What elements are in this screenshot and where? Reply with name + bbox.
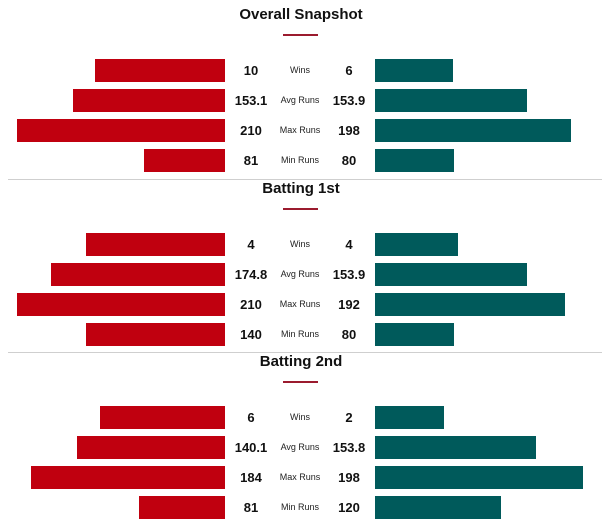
metric-label: Max Runs [279,472,321,482]
left-team-value: 210 [240,123,262,138]
left-team-bar [17,119,225,142]
right-team-value: 153.9 [332,93,366,108]
left-team-value: 81 [243,153,259,168]
right-team-bar [375,466,583,489]
left-team-value: 4 [247,237,255,252]
title-underline [283,381,318,383]
stat-row-wins: 4 Wins 4 [0,233,602,256]
right-team-bar [375,496,501,519]
section-divider [8,179,602,180]
metric-label: Min Runs [280,502,319,512]
left-team-bar [100,406,225,429]
right-team-bar [375,323,454,346]
right-team-value: 80 [341,327,357,342]
left-team-bar [73,89,225,112]
right-team-value: 120 [338,500,360,515]
stat-row-avg-runs: 153.1 Avg Runs 153.9 [0,89,602,112]
metric-label: Avg Runs [280,269,320,279]
left-team-value: 6 [247,410,255,425]
section-batting-2nd: Batting 2nd 6 Wins 2 140.1 Avg Runs 153.… [0,352,602,532]
right-team-bar [375,406,444,429]
right-team-value: 4 [345,237,353,252]
right-team-bar [375,233,458,256]
section-overall-snapshot: Overall Snapshot 10 Wins 6 153.1 Avg Run… [0,0,602,178]
stat-row-wins: 10 Wins 6 [0,59,602,82]
stat-row-wins: 6 Wins 2 [0,406,602,429]
left-team-value: 140.1 [234,440,268,455]
stat-row-max-runs: 210 Max Runs 198 [0,119,602,142]
section-divider [8,352,602,353]
left-team-value: 210 [240,297,262,312]
metric-label: Min Runs [280,329,319,339]
right-team-bar [375,89,527,112]
metric-label: Wins [290,65,310,75]
stat-row-max-runs: 184 Max Runs 198 [0,466,602,489]
stat-row-min-runs: 140 Min Runs 80 [0,323,602,346]
right-team-value: 80 [341,153,357,168]
stat-row-max-runs: 210 Max Runs 192 [0,293,602,316]
metric-label: Avg Runs [280,442,320,452]
right-team-value: 6 [345,63,353,78]
right-team-bar [375,436,536,459]
section-title: Batting 1st [262,180,340,197]
left-team-value: 184 [240,470,262,485]
metric-label: Max Runs [279,125,321,135]
right-team-bar [375,59,453,82]
right-team-bar [375,293,565,316]
left-team-value: 174.8 [234,267,268,282]
left-team-value: 153.1 [234,93,268,108]
left-team-value: 10 [243,63,259,78]
left-team-bar [144,149,225,172]
stat-row-min-runs: 81 Min Runs 120 [0,496,602,519]
left-team-bar [77,436,225,459]
section-title: Overall Snapshot [239,6,363,23]
title-underline [283,34,318,36]
section-title: Batting 2nd [259,353,343,370]
left-team-bar [31,466,225,489]
metric-label: Max Runs [279,299,321,309]
left-team-bar [95,59,225,82]
right-team-value: 153.9 [332,267,366,282]
left-team-value: 140 [240,327,262,342]
right-team-value: 2 [345,410,353,425]
right-team-bar [375,149,454,172]
left-team-bar [86,323,225,346]
metric-label: Wins [290,239,310,249]
metric-label: Min Runs [280,155,319,165]
stat-row-min-runs: 81 Min Runs 80 [0,149,602,172]
left-team-bar [86,233,225,256]
stat-row-avg-runs: 174.8 Avg Runs 153.9 [0,263,602,286]
metric-label: Wins [290,412,310,422]
left-team-value: 81 [243,500,259,515]
title-underline [283,208,318,210]
right-team-value: 198 [338,123,360,138]
left-team-bar [139,496,225,519]
right-team-bar [375,119,571,142]
right-team-value: 153.8 [332,440,366,455]
right-team-value: 198 [338,470,360,485]
left-team-bar [17,293,225,316]
stat-row-avg-runs: 140.1 Avg Runs 153.8 [0,436,602,459]
right-team-value: 192 [338,297,360,312]
right-team-bar [375,263,527,286]
left-team-bar [51,263,225,286]
metric-label: Avg Runs [280,95,320,105]
section-batting-1st: Batting 1st 4 Wins 4 174.8 Avg Runs 153.… [0,178,602,352]
